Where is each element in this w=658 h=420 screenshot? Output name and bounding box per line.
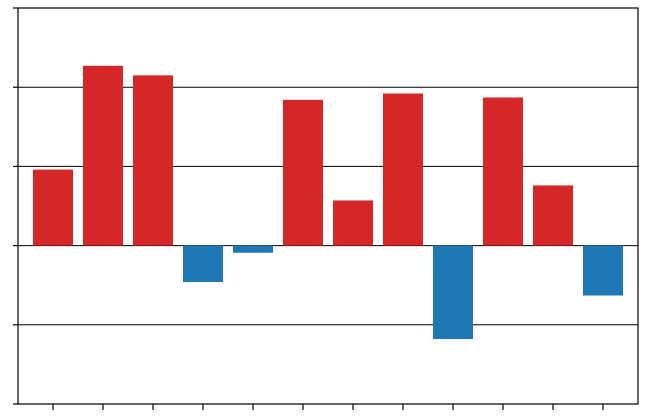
bar [333,200,373,246]
bar [283,99,323,246]
bar [33,169,73,246]
bar [533,185,573,246]
bar [583,245,623,296]
bar [233,245,273,253]
bar [133,75,173,246]
bar [483,97,523,246]
bar [433,245,473,340]
bar [183,245,223,283]
bar [83,65,123,246]
bar [383,93,423,246]
